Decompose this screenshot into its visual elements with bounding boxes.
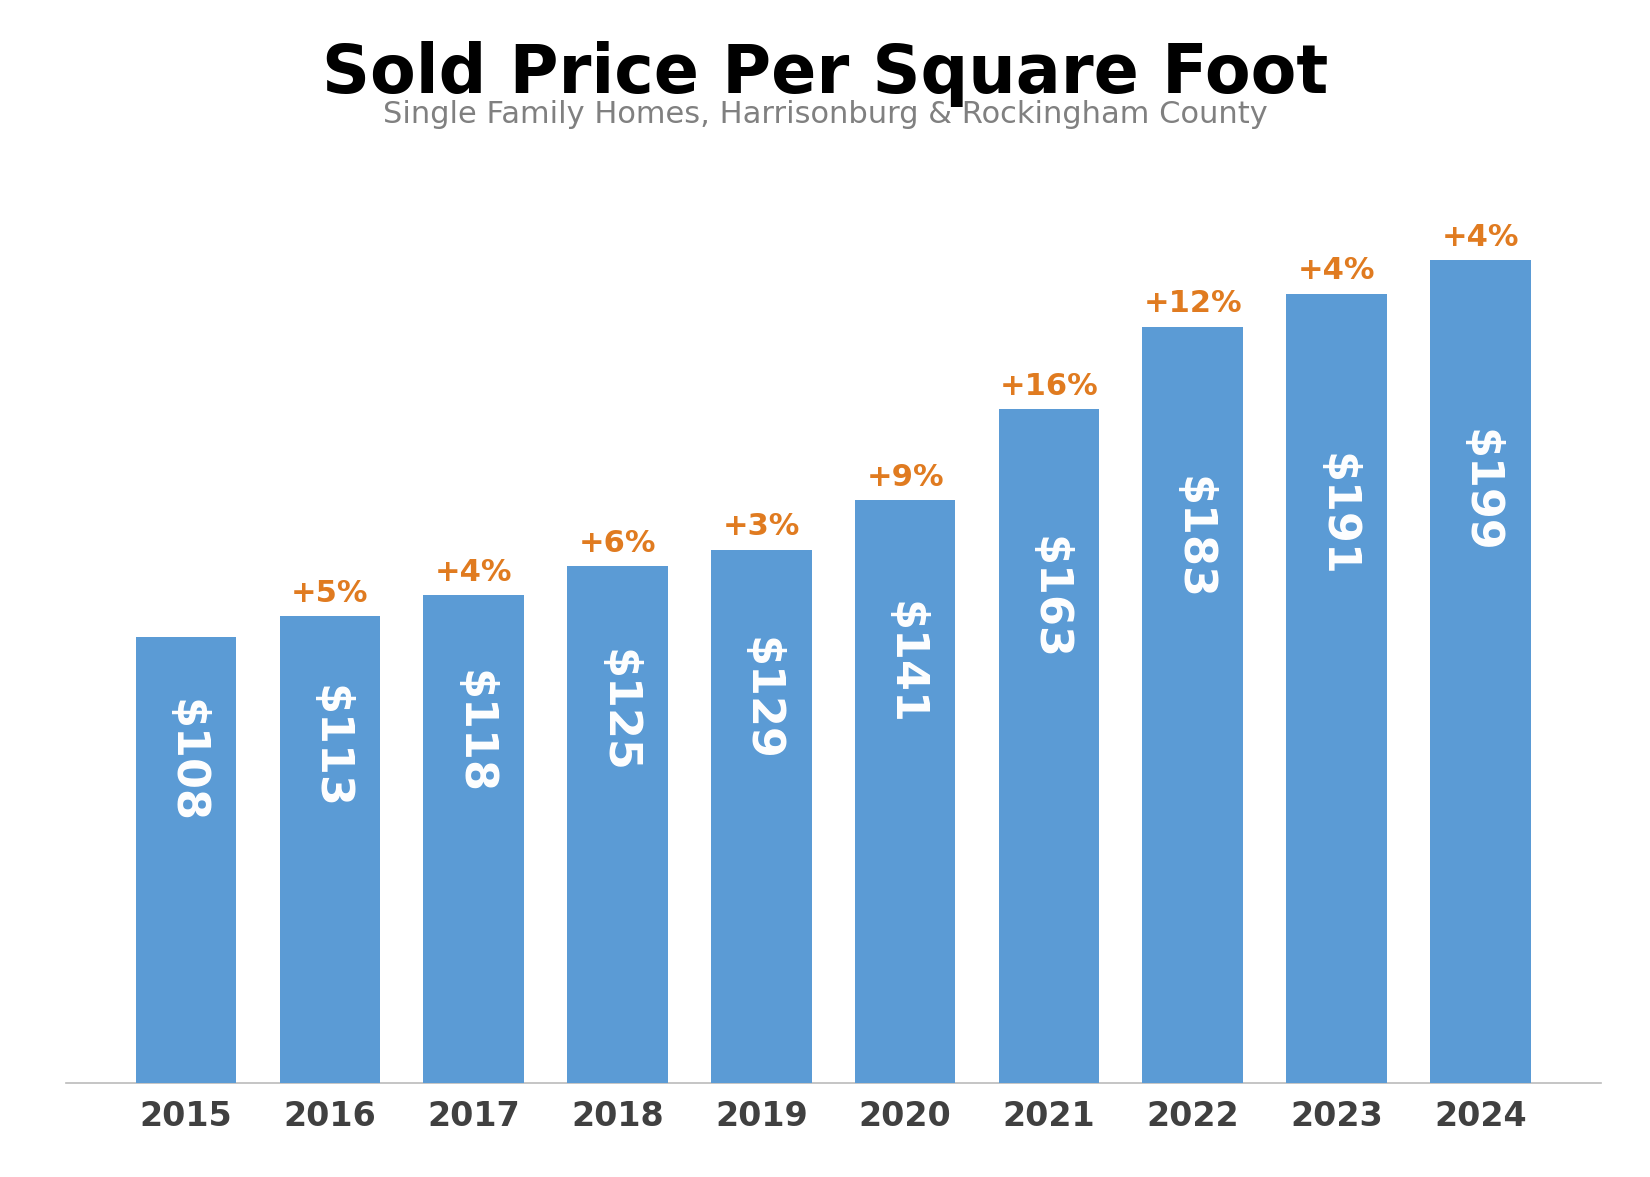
Text: $183: $183 [1172,477,1214,600]
Text: +16%: +16% [1000,372,1099,401]
Text: $191: $191 [1315,453,1358,577]
Text: $108: $108 [165,699,208,824]
Bar [1142,326,1242,1083]
Bar [424,596,525,1083]
Bar [568,566,668,1083]
Text: +9%: +9% [866,463,944,492]
Text: +6%: +6% [579,528,657,558]
Text: $125: $125 [596,649,639,773]
Text: +4%: +4% [1442,224,1520,252]
Text: $199: $199 [1459,428,1502,552]
Bar [279,616,380,1083]
Bar [855,500,955,1083]
Text: Single Family Homes, Harrisonburg & Rockingham County: Single Family Homes, Harrisonburg & Rock… [383,100,1267,129]
Text: $163: $163 [1028,536,1071,660]
Bar [1431,260,1531,1083]
Bar [711,550,812,1083]
Text: +4%: +4% [1299,257,1376,285]
Text: +4%: +4% [436,558,513,587]
Text: +12%: +12% [1143,290,1242,318]
Text: +3%: +3% [723,512,800,541]
Text: $113: $113 [309,685,351,809]
Text: +5%: +5% [290,579,368,607]
Bar [998,410,1099,1083]
Text: $141: $141 [884,601,927,725]
Text: $129: $129 [739,637,782,762]
Bar [135,637,236,1083]
Text: Sold Price Per Square Foot: Sold Price Per Square Foot [322,41,1328,107]
Bar [1287,293,1388,1083]
Text: $118: $118 [452,670,495,793]
